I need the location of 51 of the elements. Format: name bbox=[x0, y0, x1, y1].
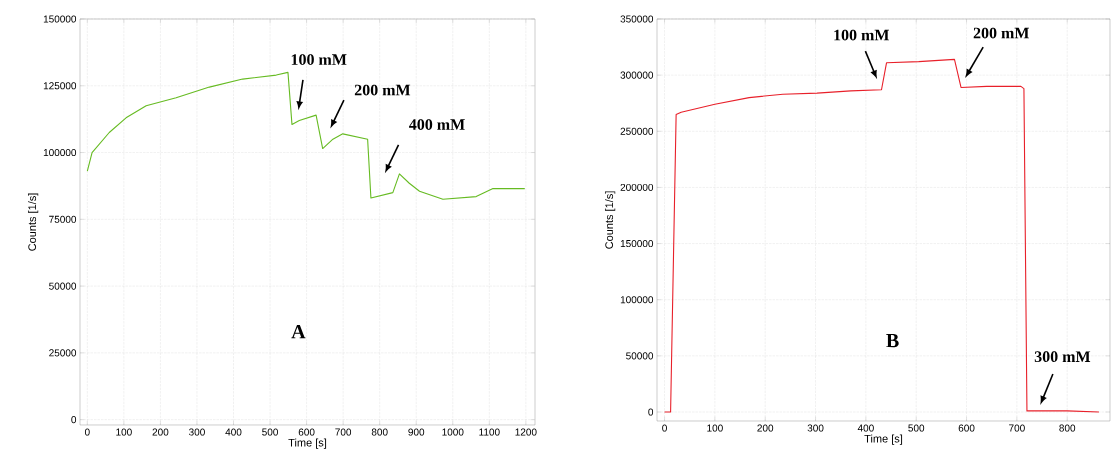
annotation: 400 mM bbox=[409, 119, 465, 130]
y-axis-title: Counts [1/s] bbox=[604, 191, 616, 249]
x-tick-label: 600 bbox=[298, 428, 315, 436]
y-tick-label: 150000 bbox=[43, 15, 77, 23]
x-tick-label: 0 bbox=[84, 428, 90, 436]
x-axis-title: Time [s] bbox=[288, 438, 327, 449]
y-tick-label: 100000 bbox=[43, 149, 77, 157]
y-tick-label: 75000 bbox=[49, 215, 77, 223]
line-series bbox=[86, 71, 526, 200]
x-tick-label: 1000 bbox=[442, 428, 464, 436]
x-tick-label: 600 bbox=[958, 424, 975, 432]
y-tick-label: 100000 bbox=[620, 296, 654, 304]
annotation: A bbox=[291, 325, 306, 339]
x-tick-label: 800 bbox=[371, 428, 388, 436]
x-tick-label: 900 bbox=[408, 428, 425, 436]
x-tick-label: 400 bbox=[225, 428, 242, 436]
y-tick-label: 300000 bbox=[620, 71, 654, 79]
y-tick-label: 125000 bbox=[43, 82, 77, 90]
x-tick-label: 400 bbox=[857, 424, 874, 432]
x-tick-label: 300 bbox=[188, 428, 205, 436]
x-tick-label: 100 bbox=[707, 424, 723, 432]
x-tick-label: 500 bbox=[908, 424, 925, 432]
annotation: 200 mM bbox=[354, 84, 411, 96]
y-tick-label: 200000 bbox=[620, 183, 654, 191]
x-tick-label: 300 bbox=[807, 424, 824, 432]
y-tick-label: 0 bbox=[71, 416, 77, 424]
x-tick-label: 0 bbox=[662, 424, 667, 432]
x-tick-label: 700 bbox=[1009, 424, 1025, 432]
x-tick-label: 1200 bbox=[515, 428, 537, 436]
x-tick-label: 100 bbox=[116, 428, 132, 436]
annotation: 300 mM bbox=[1034, 351, 1091, 363]
annotation: 100 mM bbox=[834, 29, 889, 41]
y-axis-title: Counts [1/s] bbox=[27, 193, 39, 251]
annotation: 100 mM bbox=[291, 54, 347, 65]
x-tick-label: 500 bbox=[262, 428, 278, 436]
line-series bbox=[664, 58, 1100, 413]
x-tick-label: 1100 bbox=[479, 428, 500, 436]
x-axis-title: Time [s] bbox=[864, 434, 903, 445]
x-tick-label: 700 bbox=[335, 428, 352, 436]
y-tick-label: 150000 bbox=[620, 240, 654, 248]
y-tick-label: 250000 bbox=[620, 127, 654, 135]
y-tick-label: 50000 bbox=[626, 352, 654, 360]
x-tick-label: 200 bbox=[757, 424, 774, 432]
y-tick-label: 25000 bbox=[49, 349, 77, 357]
annotation: 200 mM bbox=[973, 27, 1029, 39]
x-tick-label: 200 bbox=[152, 428, 169, 436]
x-tick-label: 800 bbox=[1059, 424, 1076, 432]
y-tick-label: 350000 bbox=[620, 15, 654, 23]
y-tick-label: 0 bbox=[648, 408, 654, 416]
annotation: B bbox=[886, 334, 899, 348]
y-tick-label: 50000 bbox=[49, 282, 77, 290]
